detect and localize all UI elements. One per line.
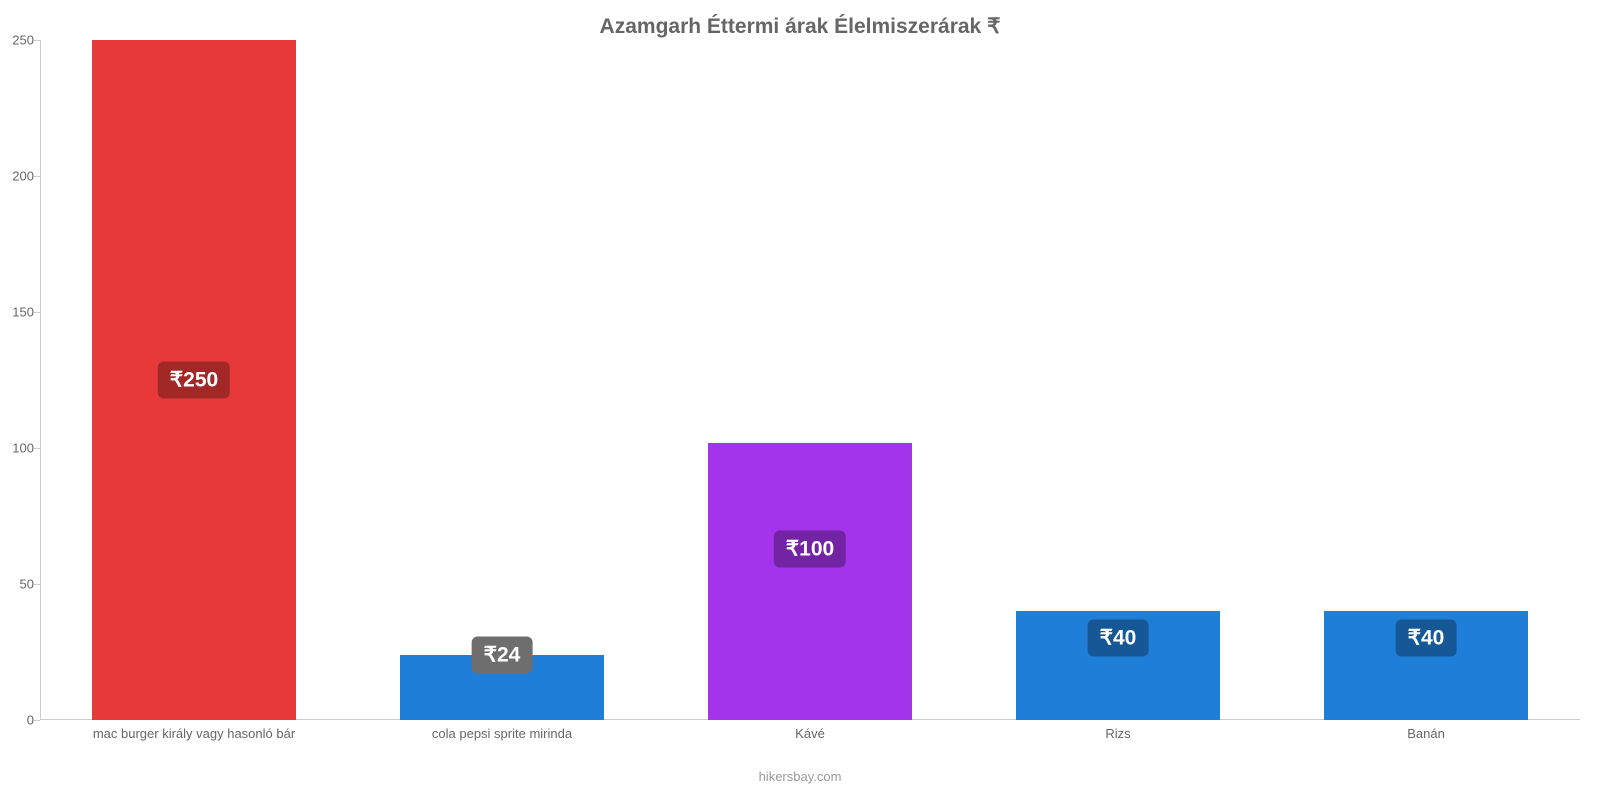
value-badge: ₹250: [158, 362, 230, 399]
value-badge: ₹40: [1088, 620, 1149, 657]
y-tick-mark: [34, 448, 40, 449]
y-tick-label: 50: [20, 577, 34, 592]
bar-slot: [348, 40, 656, 720]
y-tick-label: 150: [12, 305, 34, 320]
y-tick-label: 200: [12, 169, 34, 184]
y-tick-mark: [34, 176, 40, 177]
x-axis-label: Rizs: [1105, 726, 1130, 741]
y-tick-mark: [34, 312, 40, 313]
y-tick-label: 250: [12, 33, 34, 48]
bars-container: ₹250 ₹24 ₹100 ₹40 ₹40: [40, 40, 1580, 720]
value-badge: ₹24: [472, 636, 533, 673]
chart-title: Azamgarh Éttermi árak Élelmiszerárak ₹: [0, 14, 1600, 39]
y-tick-mark: [34, 584, 40, 585]
y-tick-label: 100: [12, 441, 34, 456]
x-axis-labels: mac burger király vagy hasonló bár cola p…: [40, 724, 1580, 764]
price-bar-chart: Azamgarh Éttermi árak Élelmiszerárak ₹ ₹…: [0, 0, 1600, 800]
attribution-text: hikersbay.com: [0, 769, 1600, 784]
y-tick-mark: [34, 720, 40, 721]
bar-slot: [964, 40, 1272, 720]
x-axis-label: mac burger király vagy hasonló bár: [93, 726, 295, 741]
x-axis-label: Banán: [1407, 726, 1445, 741]
y-tick-label: 0: [27, 713, 34, 728]
x-axis-label: cola pepsi sprite mirinda: [432, 726, 572, 741]
plot-area: ₹250₹24₹100₹40₹40 050100150200250: [40, 40, 1580, 720]
bar-slot: [656, 40, 964, 720]
y-tick-mark: [34, 40, 40, 41]
bar: [708, 443, 911, 720]
bar-slot: [1272, 40, 1580, 720]
value-badge: ₹40: [1396, 620, 1457, 657]
value-badge: ₹100: [774, 530, 846, 567]
x-axis-label: Kávé: [795, 726, 825, 741]
